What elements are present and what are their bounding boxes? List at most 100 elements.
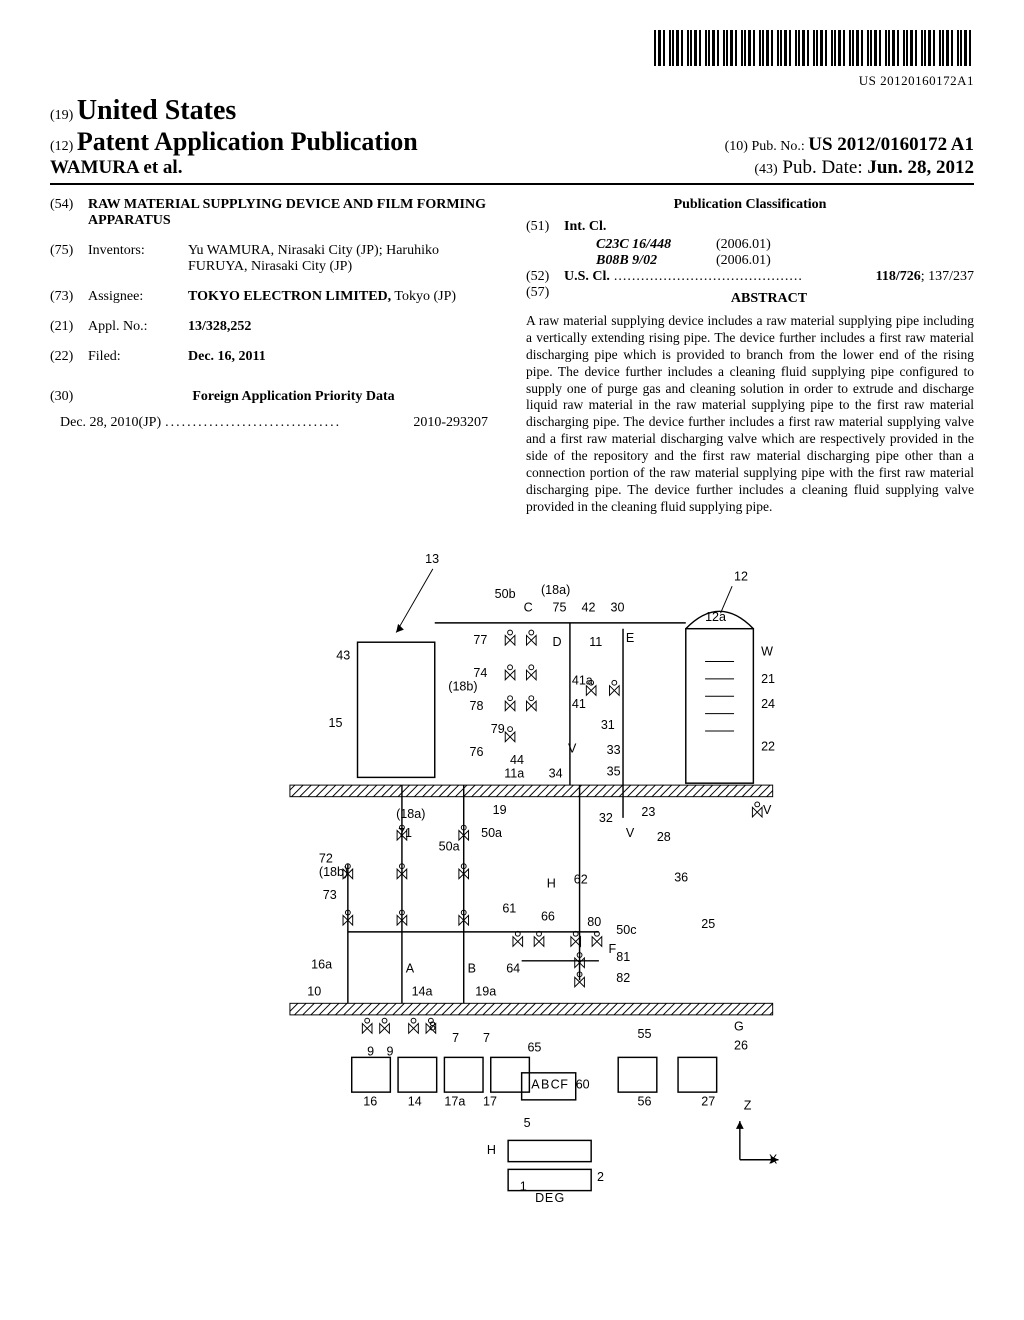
svg-text:34: 34 bbox=[549, 766, 563, 780]
applno-value: 13/328,252 bbox=[188, 319, 251, 334]
uscl-main: 118/726 bbox=[876, 269, 921, 284]
svg-text:79: 79 bbox=[491, 721, 505, 735]
abstract-num: (57) bbox=[526, 285, 564, 313]
priority-date: Dec. 28, 2010 bbox=[60, 415, 139, 431]
pubno-label: Pub. No.: bbox=[751, 139, 804, 154]
svg-text:12: 12 bbox=[734, 569, 748, 583]
svg-text:G: G bbox=[734, 1019, 744, 1033]
publication-type: Patent Application Publication bbox=[77, 127, 418, 156]
svg-text:76: 76 bbox=[470, 745, 484, 759]
svg-text:E: E bbox=[545, 1191, 553, 1205]
svg-text:56: 56 bbox=[638, 1094, 652, 1108]
svg-text:31: 31 bbox=[601, 718, 615, 732]
uscl-label: U.S. Cl. bbox=[564, 269, 610, 285]
patent-figure: 1350b(18a)C7542301212a77D11E43W74(18b)41… bbox=[50, 536, 974, 1217]
svg-text:30: 30 bbox=[610, 600, 624, 614]
pubdate-prefix: (43) bbox=[754, 162, 777, 177]
svg-text:66: 66 bbox=[541, 909, 555, 923]
svg-text:50c: 50c bbox=[616, 922, 636, 936]
svg-text:14: 14 bbox=[408, 1094, 422, 1108]
svg-text:7: 7 bbox=[483, 1030, 490, 1044]
svg-text:9: 9 bbox=[386, 1044, 393, 1058]
applno-label: Appl. No.: bbox=[88, 319, 188, 335]
priority-country: (JP) bbox=[139, 415, 162, 431]
svg-text:42: 42 bbox=[582, 600, 596, 614]
svg-text:H: H bbox=[547, 876, 556, 890]
intcl-code-0: C23C 16/448 bbox=[596, 237, 716, 253]
filed-value: Dec. 16, 2011 bbox=[188, 349, 266, 364]
svg-text:35: 35 bbox=[607, 764, 621, 778]
country-prefix: (19) bbox=[50, 108, 73, 123]
abstract-text: A raw material supplying device includes… bbox=[526, 313, 974, 516]
title-num: (54) bbox=[50, 197, 88, 229]
invention-title: RAW MATERIAL SUPPLYING DEVICE AND FILM F… bbox=[88, 197, 498, 229]
priority-num: (30) bbox=[50, 389, 88, 405]
svg-text:55: 55 bbox=[638, 1027, 652, 1041]
svg-text:A: A bbox=[531, 1077, 540, 1091]
svg-text:19: 19 bbox=[493, 803, 507, 817]
svg-text:21: 21 bbox=[761, 671, 775, 685]
authors: WAMURA et al. bbox=[50, 157, 182, 179]
svg-text:71: 71 bbox=[398, 826, 412, 840]
applno-num: (21) bbox=[50, 319, 88, 335]
svg-text:81: 81 bbox=[616, 949, 630, 963]
svg-text:1: 1 bbox=[520, 1179, 527, 1193]
svg-text:78: 78 bbox=[470, 698, 484, 712]
svg-text:15: 15 bbox=[329, 716, 343, 730]
svg-text:26: 26 bbox=[734, 1038, 748, 1052]
svg-text:G: G bbox=[554, 1191, 564, 1205]
svg-text:11a: 11a bbox=[504, 766, 524, 780]
svg-text:2: 2 bbox=[597, 1169, 604, 1183]
svg-text:X: X bbox=[769, 1152, 778, 1166]
svg-text:17a: 17a bbox=[444, 1094, 465, 1108]
svg-text:43: 43 bbox=[336, 648, 350, 662]
assignee-label: Assignee: bbox=[88, 289, 188, 305]
svg-text:16: 16 bbox=[363, 1094, 377, 1108]
svg-text:9: 9 bbox=[367, 1044, 374, 1058]
intcl-year-0: (2006.01) bbox=[716, 237, 771, 253]
svg-text:73: 73 bbox=[323, 888, 337, 902]
filed-label: Filed: bbox=[88, 349, 188, 365]
assignee-location: Tokyo (JP) bbox=[394, 289, 456, 304]
svg-text:72: 72 bbox=[319, 851, 333, 865]
pubno-prefix: (10) bbox=[725, 139, 748, 154]
intcl-code-1: B08B 9/02 bbox=[596, 253, 716, 269]
svg-text:A: A bbox=[406, 961, 415, 975]
svg-text:(18a): (18a) bbox=[396, 806, 425, 820]
filed-num: (22) bbox=[50, 349, 88, 365]
svg-text:19a: 19a bbox=[475, 984, 496, 998]
svg-text:32: 32 bbox=[599, 810, 613, 824]
svg-text:22: 22 bbox=[761, 739, 775, 753]
figure-svg: 1350b(18a)C7542301212a77D11E43W74(18b)41… bbox=[232, 536, 792, 1212]
svg-text:36: 36 bbox=[674, 870, 688, 884]
svg-text:41: 41 bbox=[572, 696, 586, 710]
svg-text:V: V bbox=[626, 826, 635, 840]
svg-text:23: 23 bbox=[641, 805, 655, 819]
svg-text:50a: 50a bbox=[481, 826, 502, 840]
svg-text:B: B bbox=[541, 1077, 549, 1091]
uscl-dots: ........................................… bbox=[614, 269, 872, 285]
svg-text:10: 10 bbox=[307, 984, 321, 998]
svg-text:8: 8 bbox=[429, 1019, 436, 1033]
svg-text:(18a): (18a) bbox=[541, 582, 570, 596]
abstract-heading: ABSTRACT bbox=[564, 291, 974, 307]
svg-text:50a: 50a bbox=[439, 839, 460, 853]
svg-text:28: 28 bbox=[657, 830, 671, 844]
svg-text:B: B bbox=[468, 961, 476, 975]
svg-text:74: 74 bbox=[473, 665, 487, 679]
svg-text:60: 60 bbox=[576, 1077, 590, 1091]
svg-text:75: 75 bbox=[553, 600, 567, 614]
priority-dots: ................................ bbox=[165, 415, 409, 431]
uscl-other: ; 137/237 bbox=[921, 269, 974, 284]
svg-text:C: C bbox=[551, 1077, 560, 1091]
inventors-label: Inventors: bbox=[88, 243, 188, 275]
svg-text:82: 82 bbox=[616, 971, 630, 985]
svg-text:C: C bbox=[524, 600, 533, 614]
svg-text:11: 11 bbox=[589, 635, 602, 649]
svg-text:13: 13 bbox=[425, 552, 439, 566]
svg-text:12a: 12a bbox=[705, 609, 726, 623]
svg-text:50b: 50b bbox=[495, 586, 516, 600]
intcl-year-1: (2006.01) bbox=[716, 253, 771, 269]
svg-text:14a: 14a bbox=[412, 984, 433, 998]
classification-heading: Publication Classification bbox=[526, 197, 974, 213]
